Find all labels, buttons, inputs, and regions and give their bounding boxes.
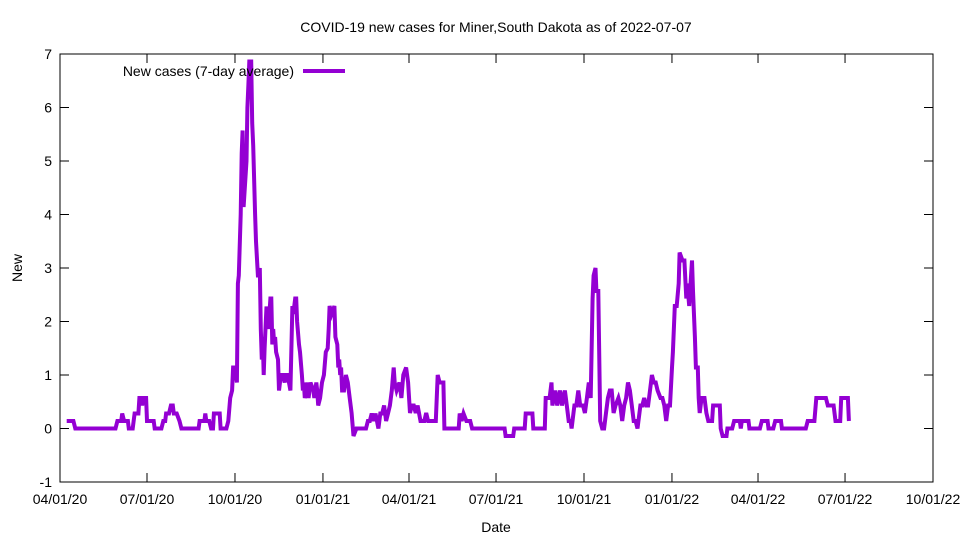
legend: New cases (7-day average) [123,63,345,79]
chart-title: COVID-19 new cases for Miner,South Dakot… [300,19,692,35]
y-tick-label: 0 [44,421,52,437]
y-axis-label: New [9,253,25,282]
x-tick-label: 01/01/22 [645,491,700,507]
plot-area [66,59,851,438]
x-tick-label: 10/01/20 [208,491,263,507]
x-tick-label: 04/01/22 [731,491,786,507]
series-line [66,59,851,438]
y-tick-label: -1 [40,474,53,490]
x-tick-label: 04/01/20 [33,491,88,507]
x-tick-label: 07/01/22 [818,491,873,507]
x-tick-label: 01/01/21 [296,491,351,507]
axis-ticks: -1 0 1 2 3 4 5 6 7 04/01/20 07/01/20 10/01/20 01/01/… [33,46,960,507]
y-tick-label: 7 [44,46,52,62]
x-axis-label: Date [481,519,511,535]
legend-label: New cases (7-day average) [123,63,294,79]
y-tick-label: 3 [44,260,52,276]
y-tick-label: 2 [44,314,52,330]
x-tick-label: 07/01/20 [120,491,175,507]
y-tick-label: 6 [44,100,52,116]
y-tick-label: 1 [44,367,52,383]
x-tick-label: 10/01/22 [906,491,960,507]
y-tick-label: 5 [44,153,52,169]
y-tick-label: 4 [44,207,52,223]
plot-frame [59,53,934,483]
x-tick-label: 04/01/21 [382,491,437,507]
x-tick-label: 10/01/21 [557,491,612,507]
x-tick-label: 07/01/21 [469,491,524,507]
